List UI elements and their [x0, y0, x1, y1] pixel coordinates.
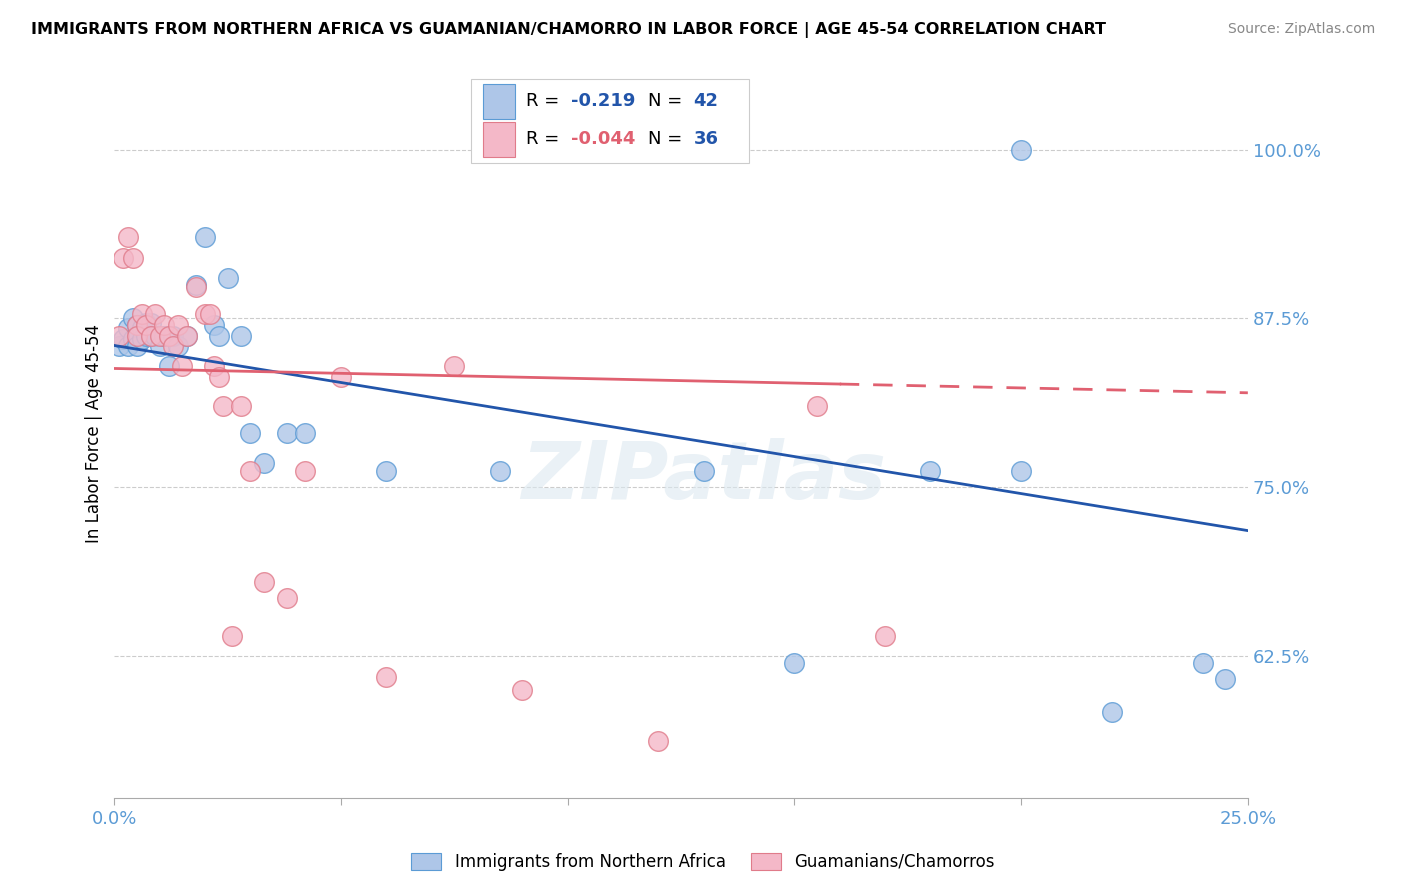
Point [375, 669, 398, 683]
Point [253, 574, 276, 589]
Point [208, 329, 231, 343]
Point [198, 307, 221, 321]
Point [125, 318, 148, 333]
Point [920, 464, 942, 478]
Point [208, 369, 231, 384]
Text: IMMIGRANTS FROM NORTHERN AFRICA VS GUAMANIAN/CHAMORRO IN LABOR FORCE | AGE 45-54: IMMIGRANTS FROM NORTHERN AFRICA VS GUAMA… [31, 22, 1107, 38]
Point [239, 464, 262, 478]
Point [202, 318, 225, 333]
Point [157, 359, 180, 373]
Text: 36: 36 [693, 130, 718, 148]
Point [176, 329, 198, 343]
Point [125, 329, 148, 343]
Point [1213, 672, 1236, 686]
Point [153, 318, 176, 333]
Point [112, 251, 135, 265]
Point [162, 329, 184, 343]
Point [108, 338, 131, 352]
Point [194, 307, 217, 321]
Point [149, 329, 172, 343]
Point [157, 329, 180, 343]
Point [294, 464, 316, 478]
Text: ZIPatlas: ZIPatlas [522, 438, 886, 516]
Text: N =: N = [648, 130, 689, 148]
Point [117, 338, 139, 352]
Point [276, 426, 298, 441]
Point [239, 426, 262, 441]
Point [276, 591, 298, 606]
Point [231, 399, 253, 413]
Point [875, 629, 897, 643]
Point [125, 318, 148, 333]
Point [117, 321, 139, 335]
Point [1101, 705, 1123, 719]
FancyBboxPatch shape [482, 84, 515, 119]
Point [143, 307, 166, 321]
Point [135, 329, 157, 343]
Point [184, 280, 207, 294]
Point [783, 656, 806, 670]
Point [162, 338, 184, 352]
Text: -0.219: -0.219 [571, 93, 636, 111]
Point [131, 332, 153, 346]
Point [149, 338, 172, 352]
Point [153, 329, 176, 343]
FancyBboxPatch shape [482, 122, 515, 157]
Point [693, 464, 716, 478]
Text: 42: 42 [693, 93, 718, 111]
Point [231, 329, 253, 343]
Point [212, 399, 235, 413]
Point [806, 399, 828, 413]
Point [202, 359, 225, 373]
Point [221, 629, 243, 643]
Point [1010, 464, 1032, 478]
Point [135, 318, 157, 333]
Point [131, 321, 153, 335]
FancyBboxPatch shape [471, 79, 749, 163]
Text: Source: ZipAtlas.com: Source: ZipAtlas.com [1227, 22, 1375, 37]
Text: -0.044: -0.044 [571, 130, 636, 148]
Text: R =: R = [526, 130, 565, 148]
Point [135, 316, 157, 330]
Point [167, 318, 190, 333]
Point [375, 464, 398, 478]
Point [117, 230, 139, 244]
Point [176, 329, 198, 343]
Point [172, 359, 194, 373]
Point [647, 734, 669, 748]
Point [108, 329, 131, 343]
Point [131, 307, 153, 321]
Legend: Immigrants from Northern Africa, Guamanians/Chamorros: Immigrants from Northern Africa, Guamani… [404, 845, 1002, 880]
Point [125, 338, 148, 352]
Point [330, 369, 353, 384]
Point [512, 683, 534, 698]
Point [217, 271, 239, 285]
Point [121, 251, 143, 265]
Point [139, 329, 162, 343]
Point [167, 338, 190, 352]
Point [121, 311, 143, 326]
Point [443, 359, 465, 373]
Y-axis label: In Labor Force | Age 45-54: In Labor Force | Age 45-54 [86, 324, 103, 543]
Text: N =: N = [648, 93, 689, 111]
Point [121, 332, 143, 346]
Point [253, 456, 276, 470]
Point [125, 329, 148, 343]
Point [488, 464, 510, 478]
Point [1010, 143, 1032, 157]
Point [194, 230, 217, 244]
Point [112, 332, 135, 346]
Point [294, 426, 316, 441]
Point [1191, 656, 1213, 670]
Point [139, 316, 162, 330]
Point [184, 277, 207, 292]
Point [139, 329, 162, 343]
Text: R =: R = [526, 93, 565, 111]
Point [143, 329, 166, 343]
